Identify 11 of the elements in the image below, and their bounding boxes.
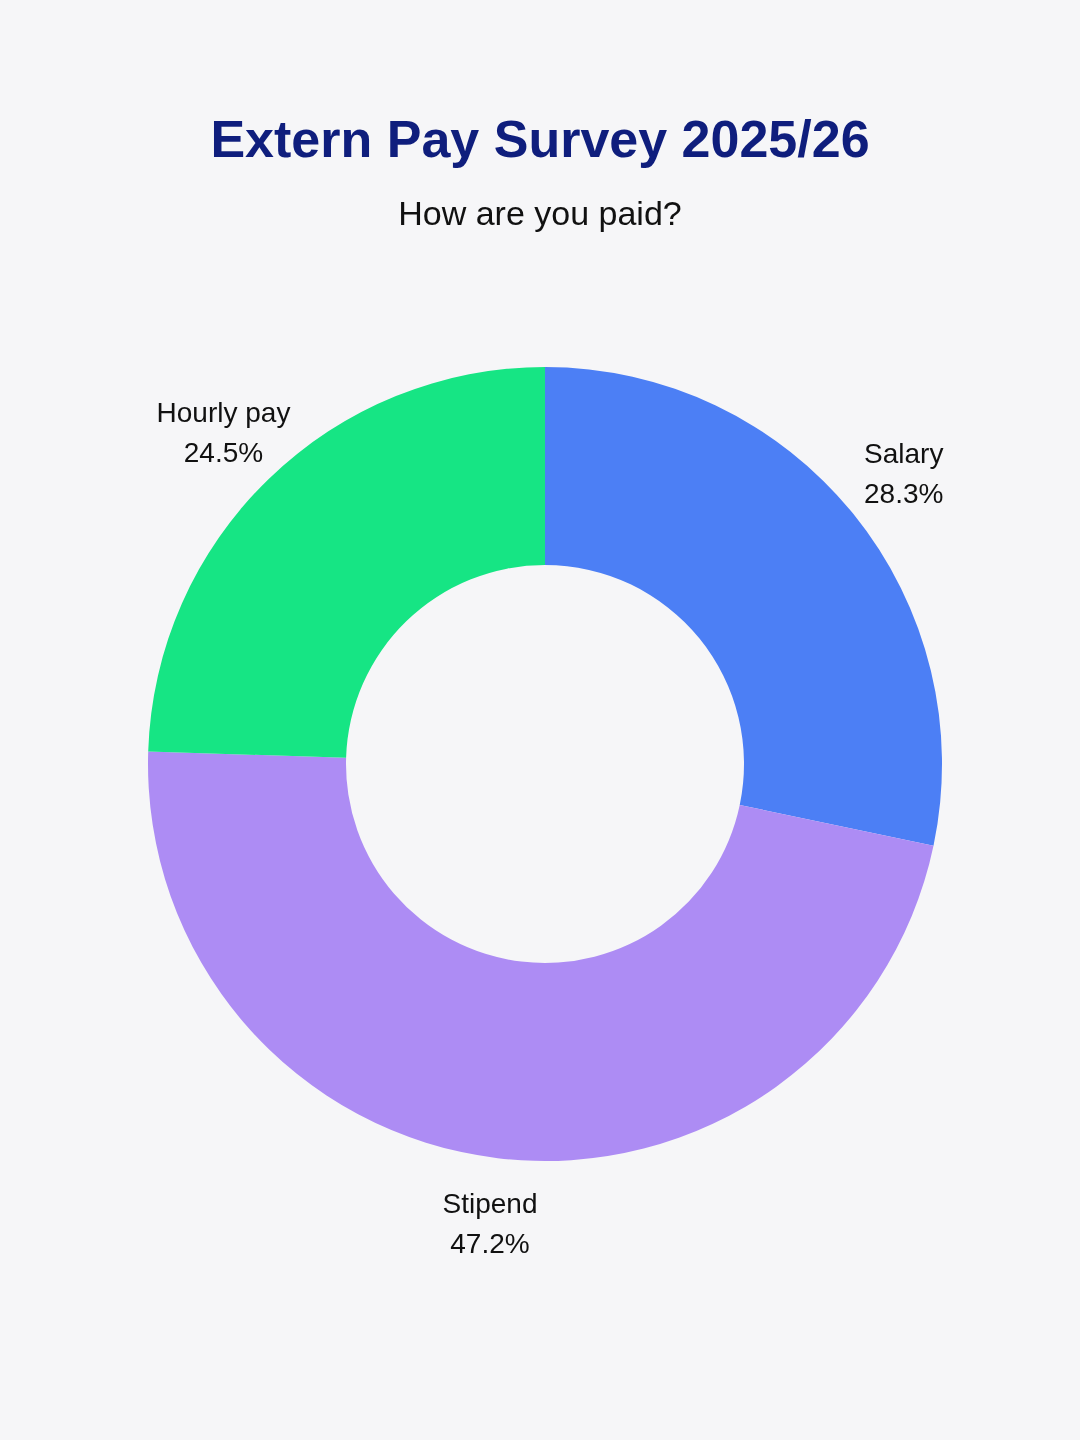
donut-slice: [148, 367, 545, 758]
slice-label: Hourly pay: [156, 397, 291, 429]
donut-slice: [148, 751, 934, 1161]
data-label: 24.5%: [183, 437, 264, 469]
donut-slice: [545, 367, 942, 846]
slice-label: Salary: [864, 437, 944, 469]
slice-label: Stipend: [442, 1187, 538, 1219]
data-label: 47.2%: [450, 1227, 530, 1259]
chart-subtitle: How are you paid?: [398, 194, 682, 232]
chart-title: Extern Pay Survey 2025/26: [210, 110, 870, 168]
data-label: 28.3%: [864, 477, 944, 509]
